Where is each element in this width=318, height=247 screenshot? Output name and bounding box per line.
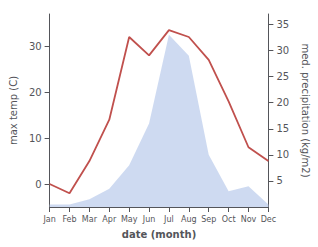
svg-text:30: 30 xyxy=(29,41,42,52)
svg-text:med. precipitation (kg/m2): med. precipitation (kg/m2) xyxy=(300,43,311,177)
svg-text:10: 10 xyxy=(276,149,289,160)
svg-text:Jun: Jun xyxy=(142,215,156,224)
svg-text:Jan: Jan xyxy=(42,215,55,224)
svg-text:Aug: Aug xyxy=(181,215,197,224)
svg-text:May: May xyxy=(121,215,138,224)
svg-text:Oct: Oct xyxy=(222,215,236,224)
svg-text:20: 20 xyxy=(276,97,289,108)
svg-text:Dec: Dec xyxy=(261,215,276,224)
svg-text:20: 20 xyxy=(29,87,42,98)
svg-text:35: 35 xyxy=(276,19,289,30)
svg-text:25: 25 xyxy=(276,71,289,82)
svg-text:Sep: Sep xyxy=(201,215,216,224)
svg-text:Mar: Mar xyxy=(82,215,98,224)
svg-text:0: 0 xyxy=(35,179,41,190)
svg-text:date (month): date (month) xyxy=(122,229,196,240)
svg-text:30: 30 xyxy=(276,45,289,56)
svg-text:max temp (C): max temp (C) xyxy=(8,76,19,145)
svg-text:Nov: Nov xyxy=(241,215,257,224)
svg-text:Jul: Jul xyxy=(163,215,174,224)
svg-text:5: 5 xyxy=(276,175,282,186)
svg-text:10: 10 xyxy=(29,133,42,144)
svg-text:Apr: Apr xyxy=(102,215,117,224)
svg-text:15: 15 xyxy=(276,123,289,134)
svg-text:Feb: Feb xyxy=(62,215,76,224)
